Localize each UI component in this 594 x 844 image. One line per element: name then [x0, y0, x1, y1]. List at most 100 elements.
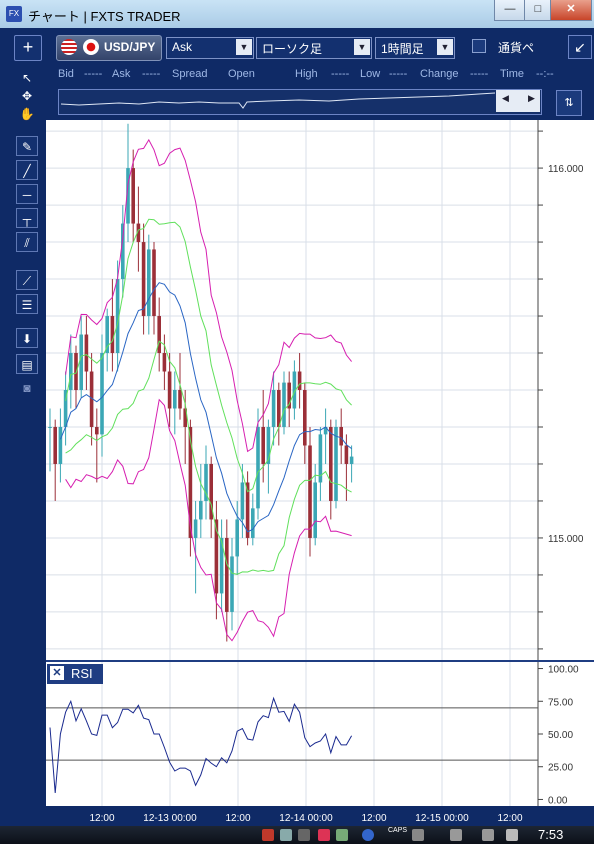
flag-icon[interactable] [280, 829, 292, 841]
pencil-icon[interactable]: ✎ [16, 136, 38, 156]
tool-icon[interactable] [318, 829, 330, 841]
chart-type-value: ローソク足 [262, 42, 323, 56]
candle-body [240, 482, 245, 520]
fan-icon[interactable]: ⟋ [16, 270, 38, 290]
caps-indicator: CAPS [388, 827, 408, 834]
navigator-scroll-buttons[interactable]: ◀ ▶ [496, 90, 540, 112]
hand-icon[interactable]: ✋ [19, 107, 35, 121]
candle-body [266, 426, 271, 464]
maximize-button[interactable]: □ [524, 0, 552, 21]
rsi-label: RSI [71, 666, 93, 681]
ask-label: Ask [112, 68, 131, 80]
candle-body [167, 371, 172, 409]
change-label: Change [420, 68, 459, 80]
system-taskbar: CAPS 7:53 [0, 826, 594, 844]
candle-body [308, 445, 312, 538]
candle-body [251, 508, 255, 538]
system-clock: 7:53 [538, 827, 564, 842]
bid-label: Bid [58, 68, 74, 80]
time-value: --:-- [536, 68, 554, 80]
jp-flag-icon [83, 39, 99, 55]
candle-body [334, 426, 338, 501]
rsi-line [49, 696, 353, 793]
scroll-left-icon[interactable]: ◀ [502, 93, 509, 103]
candle-body [188, 426, 193, 538]
candle-body [230, 556, 234, 612]
help-icon[interactable] [362, 829, 374, 841]
candle-body [235, 519, 239, 557]
chart-area[interactable]: 116.000 115.000 100.00 75.00 50.00 25.00 0.00 1… [46, 120, 594, 830]
chart-navigator[interactable] [58, 89, 542, 115]
timeframe-dropdown[interactable]: 1時間足 ▼ [375, 37, 455, 59]
pen-icon[interactable] [298, 829, 310, 841]
navigator-lock-button[interactable]: ⇅ [556, 90, 582, 116]
candle-body [69, 353, 73, 390]
close-button[interactable]: ✕ [550, 0, 592, 21]
candle-body [282, 382, 286, 427]
cursor-arrow-icon[interactable]: ↖ [21, 71, 33, 85]
download-icon[interactable]: ⬇ [16, 328, 38, 348]
time-label: Time [500, 68, 525, 80]
app-icon: FX [6, 6, 22, 22]
price-side-dropdown[interactable]: Ask ▼ [166, 37, 254, 59]
chart-type-dropdown[interactable]: ローソク足 ▼ [256, 37, 372, 59]
candle-body [136, 223, 141, 243]
minimize-button[interactable]: — [494, 0, 526, 21]
candle-body [110, 316, 115, 354]
fibonacci-icon[interactable]: ☰ [16, 294, 38, 314]
candle-body [152, 249, 156, 317]
pane-separator [46, 660, 594, 662]
rsi-tick-label: 100.00 [548, 665, 579, 676]
low-value: ----- [389, 68, 408, 80]
rsi-tick-label: 75.00 [548, 697, 573, 708]
rsi-panel-tag: ✕ RSI [47, 664, 103, 684]
candle-body [323, 426, 328, 435]
candle-body [126, 168, 130, 224]
camera-icon[interactable]: ◙ [23, 381, 31, 395]
parallel-lines-icon[interactable]: ⫽ [16, 232, 38, 252]
currency-pair-checkbox[interactable] [472, 39, 486, 53]
candle-body [277, 390, 281, 427]
candle-body [121, 223, 125, 280]
chevron-down-icon: ▼ [437, 39, 453, 55]
bollinger-outer-lower [65, 398, 352, 642]
shield-icon[interactable] [262, 829, 274, 841]
horizontal-line-icon[interactable]: ─ [16, 184, 38, 204]
network-icon[interactable] [482, 829, 494, 841]
window-title: チャート | FXTS TRADER [28, 9, 181, 24]
volume-icon[interactable] [506, 829, 518, 841]
bid-value: ----- [84, 68, 103, 80]
folder-icon[interactable] [336, 829, 348, 841]
ask-value: ----- [142, 68, 161, 80]
close-rsi-icon[interactable]: ✕ [50, 666, 64, 680]
candle-body [339, 426, 343, 446]
keyboard-icon[interactable] [450, 829, 462, 841]
list-icon[interactable]: ▤ [16, 354, 38, 374]
candle-body [131, 168, 135, 224]
x-tick-label: 12:00 [497, 813, 522, 824]
candle-body [63, 390, 68, 427]
bollinger-inner-upper [65, 218, 352, 493]
us-flag-icon [61, 39, 77, 55]
vertical-line-icon[interactable]: ┬ [16, 208, 38, 228]
low-label: Low [360, 68, 381, 80]
rsi-plot-bg [46, 662, 538, 806]
scroll-right-icon[interactable]: ▶ [528, 93, 535, 103]
drawing-tools: ↖ ✥ ✋ ✎ ╱ ─ ┬ ⫽ ⟋ ☰ ⬇ ▤ ◙ [16, 66, 38, 826]
add-chart-button[interactable]: + [14, 35, 42, 61]
cursor-crosshair-icon[interactable]: ✥ [21, 89, 33, 103]
language-icon[interactable] [412, 829, 424, 841]
trend-line-icon[interactable]: ╱ [16, 160, 38, 180]
collapse-button[interactable]: ↙ [568, 35, 592, 59]
timeframe-value: 1時間足 [381, 42, 424, 56]
currency-pair-selector[interactable]: USD/JPY [56, 35, 162, 61]
candle-body [344, 445, 349, 464]
x-tick-label: 12:00 [89, 813, 114, 824]
candle-body [256, 426, 260, 509]
candle-body [303, 390, 307, 446]
candle-body [84, 334, 89, 372]
high-value: ----- [331, 68, 350, 80]
x-tick-label: 12-13 00:00 [143, 813, 197, 824]
high-label: High [295, 68, 318, 80]
price-chart[interactable]: 116.000 115.000 100.00 75.00 50.00 25.00 0.00 1… [46, 120, 594, 826]
